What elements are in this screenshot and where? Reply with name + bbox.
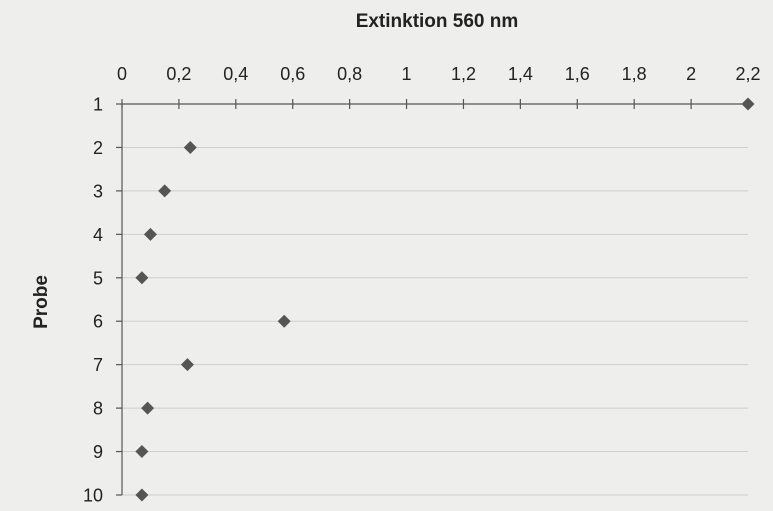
x-tick-label: 0,6 xyxy=(280,64,305,84)
y-tick-label: 3 xyxy=(93,181,103,201)
chart-title: Extinktion 560 nm xyxy=(356,11,519,32)
data-point-probe-7 xyxy=(180,358,194,372)
x-tick-label: 1 xyxy=(402,64,412,84)
x-tick-label: 1,4 xyxy=(508,64,533,84)
data-point-probe-5 xyxy=(135,271,149,285)
x-tick-label: 0 xyxy=(117,64,127,84)
y-tick-label: 1 xyxy=(93,95,103,115)
data-point-probe-6 xyxy=(277,314,291,328)
x-tick-label: 0,2 xyxy=(166,64,191,84)
data-point-probe-4 xyxy=(143,227,157,241)
gridlines xyxy=(122,146,748,496)
data-point-probe-8 xyxy=(141,401,155,415)
data-points xyxy=(135,97,755,502)
x-tick-label: 2 xyxy=(686,64,696,84)
data-point-probe-1 xyxy=(741,97,755,111)
y-tick-label: 8 xyxy=(93,399,103,419)
data-point-probe-2 xyxy=(183,140,197,154)
y-tick-label: 9 xyxy=(93,442,103,462)
x-tick-label: 1,6 xyxy=(565,64,590,84)
x-tick-label: 0,4 xyxy=(223,64,248,84)
y-tick-label: 7 xyxy=(93,355,103,375)
x-tick-label: 2,2 xyxy=(735,64,760,84)
data-point-probe-10 xyxy=(135,488,149,502)
y-tick-label: 2 xyxy=(93,138,103,158)
tick-labels: 0 0,2 0,4 0,6 0,8 1 1,2 1,4 1,6 1,8 2 2,2 1 2 3 4 5 6 7 8 9 1… xyxy=(83,64,761,506)
data-point-probe-3 xyxy=(158,184,172,198)
x-tick-label: 0,8 xyxy=(337,64,362,84)
y-tick-label: 10 xyxy=(83,486,103,506)
data-point-probe-9 xyxy=(135,445,149,459)
axes xyxy=(116,99,749,496)
x-tick-label: 1,2 xyxy=(451,64,476,84)
y-tick-label: 6 xyxy=(93,312,103,332)
y-tick-label: 4 xyxy=(93,225,103,245)
y-tick-label: 5 xyxy=(93,268,103,288)
x-tick-label: 1,8 xyxy=(622,64,647,84)
y-axis-label: Probe xyxy=(31,275,52,329)
